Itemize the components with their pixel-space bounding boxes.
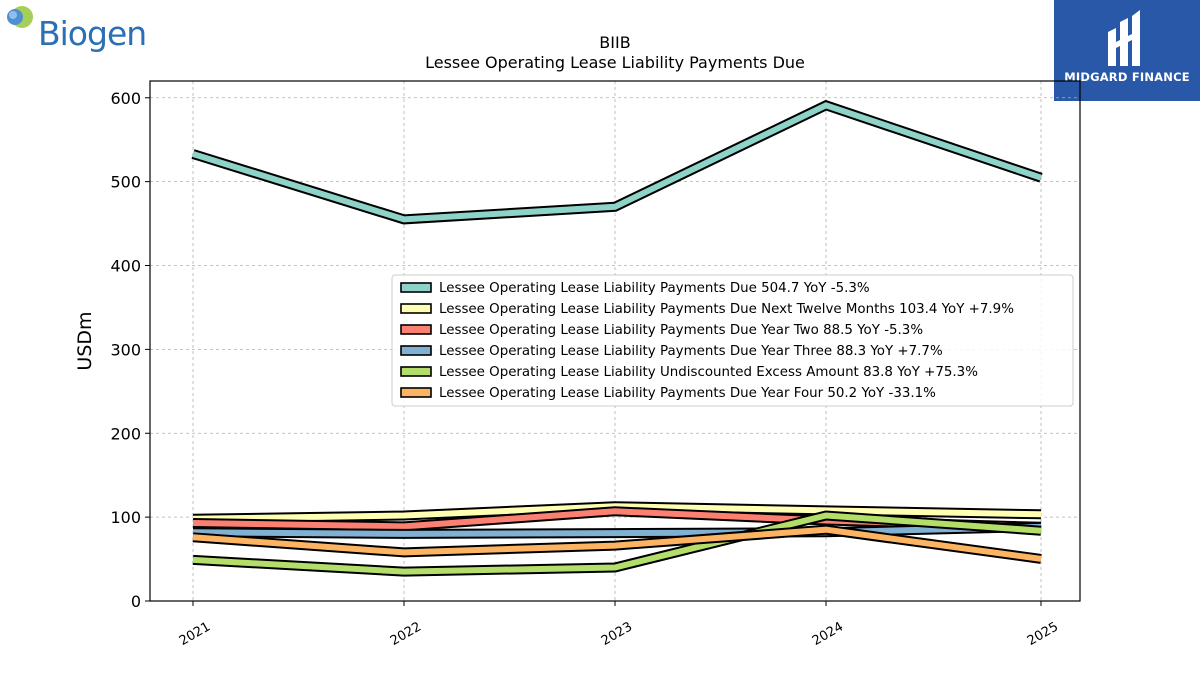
series-line-1 — [192, 102, 1042, 223]
legend-entry-label: Lessee Operating Lease Liability Payment… — [439, 386, 936, 401]
series-line-6 — [192, 526, 1042, 562]
y-tick-label: 200 — [110, 424, 141, 443]
series-line-outline — [191, 99, 1043, 225]
series-line-4 — [192, 523, 1042, 537]
legend-swatch — [400, 345, 432, 356]
series-lines — [191, 99, 1043, 577]
legend-entry-label: Lessee Operating Lease Liability Undisco… — [439, 365, 978, 380]
y-tick-label: 600 — [110, 89, 141, 108]
chart-title: BIIB — [599, 33, 630, 52]
y-tick-label: 300 — [110, 340, 141, 359]
biogen-logo: Biogen — [4, 4, 154, 56]
legend-entry-label: Lessee Operating Lease Liability Payment… — [439, 302, 1014, 317]
midgard-finance-logo-text: MIDGARD FINANCE — [1064, 70, 1190, 84]
y-tick-label: 0 — [131, 592, 141, 611]
legend-swatch — [400, 282, 432, 293]
legend-swatch — [400, 303, 432, 314]
midgard-emblem-icon — [1108, 10, 1140, 66]
legend-swatch — [400, 324, 432, 335]
y-tick-label: 500 — [110, 173, 141, 192]
x-tick-label: 2024 — [810, 619, 846, 649]
series-line-5 — [192, 512, 1042, 575]
x-tick-label: 2021 — [177, 619, 213, 649]
legend-entry-label: Lessee Operating Lease Liability Payment… — [439, 344, 943, 359]
biogen-logo-text: Biogen — [38, 14, 147, 53]
x-tick-label: 2025 — [1025, 619, 1061, 649]
plot-frame — [149, 80, 1081, 602]
y-axis-label: USDm — [74, 311, 96, 370]
x-tick-label: 2022 — [388, 619, 424, 649]
series-line-2 — [192, 503, 1042, 522]
y-tick-label: 400 — [110, 257, 141, 276]
legend-box — [391, 274, 1074, 407]
x-tick-label: 2023 — [599, 619, 635, 649]
legend: Lessee Operating Lease Liability Payment… — [391, 274, 1074, 407]
legend-swatch — [400, 387, 432, 398]
legend-entry-label: Lessee Operating Lease Liability Payment… — [439, 323, 923, 338]
legend-entry-label: Lessee Operating Lease Liability Payment… — [439, 281, 870, 296]
midgard-finance-logo: MIDGARD FINANCE — [1054, 0, 1200, 101]
biogen-globe-icon — [7, 6, 33, 28]
legend-swatch — [400, 366, 432, 377]
y-tick-label: 100 — [110, 508, 141, 527]
chart-subtitle: Lessee Operating Lease Liability Payment… — [425, 53, 805, 72]
